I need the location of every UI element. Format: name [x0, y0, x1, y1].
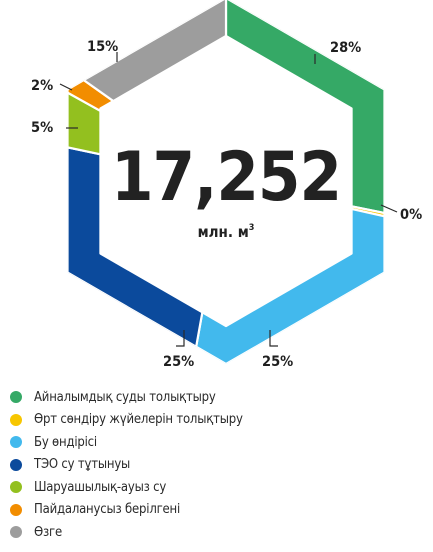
slice-label-4: 25% [163, 354, 194, 370]
slice-label-5: 5% [31, 120, 53, 136]
legend-item-1: Айналымдық суды толықтыру [10, 386, 430, 409]
total-unit-sup: 3 [249, 223, 255, 233]
legend-label: Өрт сөндіру жүйелерін толықтыру [34, 412, 243, 428]
slice-label-1: 28% [330, 40, 361, 56]
total-value: 17,252 [111, 138, 341, 217]
legend-swatch [10, 391, 22, 404]
legend-label: Пайдаланусыз берілгені [34, 502, 181, 518]
legend-item-3: Бу өндірісі [10, 431, 430, 454]
total-unit: млн. м3 [198, 223, 255, 241]
legend-swatch [10, 436, 22, 449]
legend-item-4: ТЭО су тұтынуы [10, 454, 430, 477]
label-leader-3 [269, 330, 278, 347]
legend-label: Айналымдық суды толықтыру [34, 389, 216, 405]
legend-label: ТЭО су тұтынуы [34, 457, 131, 473]
legend-item-5: Шаруашылық-ауыз су [10, 476, 430, 499]
chart-legend: Айналымдық суды толықтыру Өрт сөндіру жүй… [10, 386, 430, 544]
total-unit-text: млн. м [198, 223, 249, 241]
chart-svg: 28% 0% 25% 25% 5% 2% 15% 17,252 млн. м3 [31, 0, 422, 370]
legend-label: Өзге [34, 524, 62, 540]
label-leader-6 [59, 83, 73, 91]
legend-swatch [10, 526, 22, 539]
slice-label-7: 15% [87, 39, 118, 55]
slice-label-6: 2% [31, 78, 53, 94]
legend-item-7: Өзге [10, 521, 430, 544]
hexagon-donut-chart: 28% 0% 25% 25% 5% 2% 15% 17,252 млн. м3 [31, 0, 422, 370]
slice-label-2: 0% [400, 207, 422, 223]
legend-swatch [10, 413, 22, 426]
legend-swatch [10, 458, 22, 471]
legend-item-2: Өрт сөндіру жүйелерін толықтыру [10, 409, 430, 432]
slice-label-3: 25% [262, 354, 293, 370]
label-leader-4 [176, 330, 185, 347]
legend-label: Бу өндірісі [34, 434, 97, 450]
legend-item-6: Пайдаланусыз берілгені [10, 499, 430, 522]
legend-swatch [10, 503, 22, 516]
legend-label: Шаруашылық-ауыз су [34, 479, 167, 495]
label-leader-2 [380, 204, 398, 213]
legend-swatch [10, 481, 22, 494]
